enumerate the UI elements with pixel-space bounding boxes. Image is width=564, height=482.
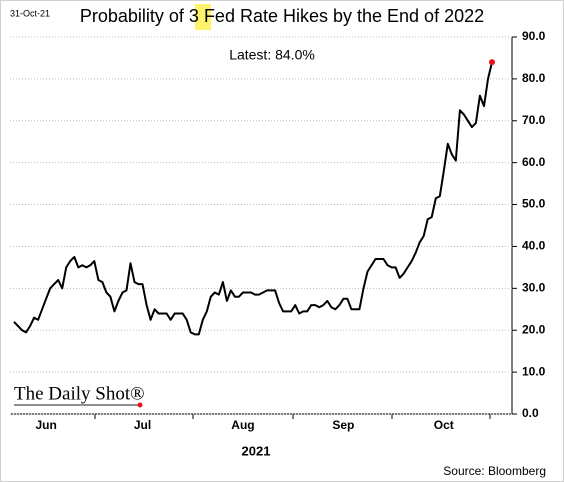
annotation: Latest: 84.0% [229,47,315,63]
highlight [195,4,211,30]
x-tick-label: Sep [332,418,354,432]
stamp: 31-Oct-21 [10,8,50,18]
line [13,61,493,336]
brand-dot [137,402,143,408]
y-tick-label: 10.0 [522,364,546,378]
latest-marker [489,59,495,66]
brand: The Daily Shot® [14,383,145,404]
source: Source: Bloomberg [443,464,546,478]
y-tick-label: 80.0 [522,71,546,85]
x-tick-label: Jul [134,418,151,432]
chart-title: Probability of 3 Fed Rate Hikes by the E… [80,6,484,26]
y-tick-label: 50.0 [522,197,546,211]
y-tick-label: 90.0 [522,29,546,43]
y-tick-label: 70.0 [522,113,546,127]
month-ticks [94,414,491,419]
y-tick-label: 60.0 [522,155,546,169]
y-tick-label: 0.0 [522,406,539,420]
y-tick-label: 30.0 [522,281,546,295]
x-tick-label: Jun [35,418,56,432]
y-tick-label: 40.0 [522,239,546,253]
y-tick-label: 20.0 [522,322,546,336]
x-tick-label: Aug [231,418,254,432]
x-tick-label: Oct [434,418,454,432]
year-label: 2021 [242,443,271,458]
